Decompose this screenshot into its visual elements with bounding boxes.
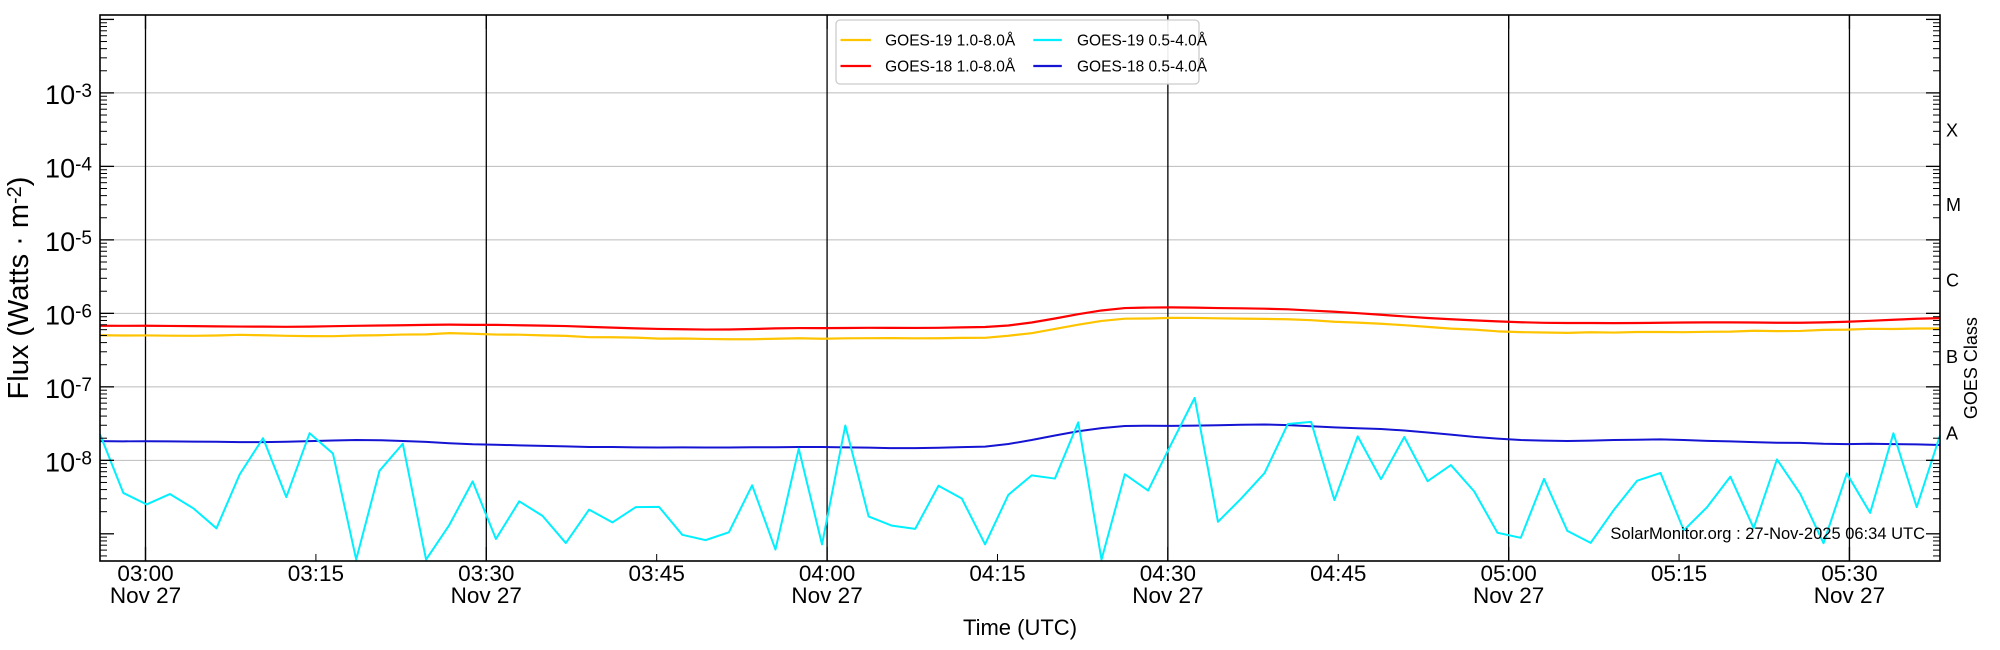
- svg-text:Time (UTC): Time (UTC): [963, 615, 1077, 640]
- svg-text:04:15: 04:15: [969, 561, 1025, 586]
- svg-text:GOES Class: GOES Class: [1961, 317, 1981, 419]
- svg-text:04:45: 04:45: [1310, 561, 1366, 586]
- svg-text:Nov 27: Nov 27: [1814, 583, 1885, 608]
- svg-text:B: B: [1946, 347, 1958, 367]
- svg-text:GOES-18 0.5-4.0Å: GOES-18 0.5-4.0Å: [1077, 59, 1208, 76]
- svg-text:M: M: [1946, 195, 1961, 215]
- svg-text:C: C: [1946, 271, 1959, 291]
- svg-text:03:45: 03:45: [629, 561, 685, 586]
- svg-text:Flux (Watts · m-2): Flux (Watts · m-2): [3, 177, 35, 400]
- svg-text:Nov 27: Nov 27: [451, 583, 522, 608]
- svg-text:Nov 27: Nov 27: [110, 583, 181, 608]
- svg-text:SolarMonitor.org : 27-Nov-2025: SolarMonitor.org : 27-Nov-2025 06:34 UTC: [1610, 525, 1925, 543]
- svg-text:03:15: 03:15: [288, 561, 344, 586]
- svg-text:Nov 27: Nov 27: [791, 583, 862, 608]
- svg-text:GOES-18 1.0-8.0Å: GOES-18 1.0-8.0Å: [885, 59, 1016, 76]
- svg-text:05:15: 05:15: [1651, 561, 1707, 586]
- svg-text:A: A: [1946, 424, 1958, 444]
- svg-text:GOES-19 0.5-4.0Å: GOES-19 0.5-4.0Å: [1077, 33, 1208, 50]
- svg-text:Nov 27: Nov 27: [1132, 583, 1203, 608]
- svg-text:Nov 27: Nov 27: [1473, 583, 1544, 608]
- svg-text:GOES-19 1.0-8.0Å: GOES-19 1.0-8.0Å: [885, 33, 1016, 50]
- svg-text:X: X: [1946, 121, 1958, 141]
